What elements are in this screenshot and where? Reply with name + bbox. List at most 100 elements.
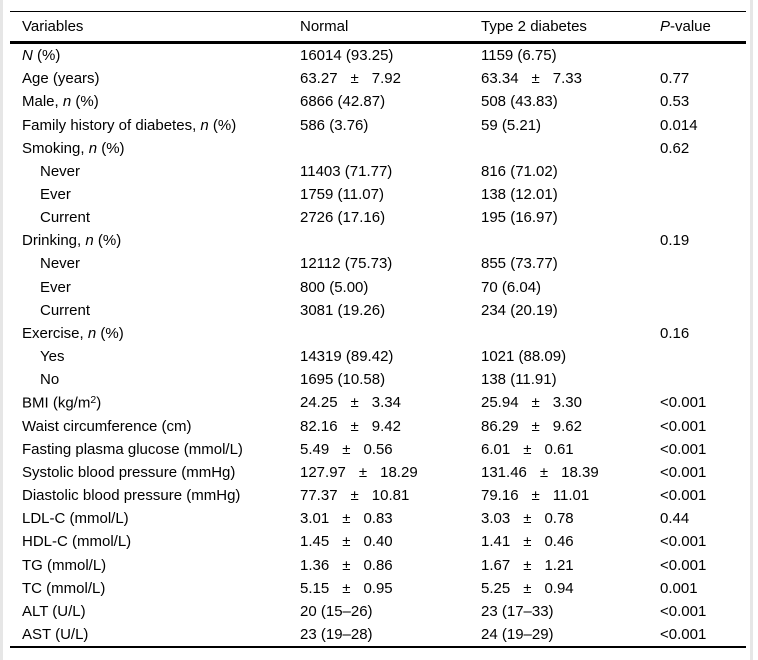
normal-value-cell: 800 (5.00) (300, 278, 369, 296)
variable-cell: AST (U/L) (22, 625, 89, 643)
table-row: Current 3081 (19.26) 234 (20.19) (10, 299, 746, 322)
plus-minus-sign: ± (523, 440, 532, 458)
table-row: Drinking, n (%) 0.19 (10, 229, 746, 252)
table-row: Exercise, n (%) 0.16 (10, 322, 746, 345)
table-row: Family history of diabetes, n (%) 586 (3.… (10, 113, 746, 136)
table-row: Age (years) 63.27 ±7.92 63.34 ±7.33 0.77 (10, 67, 746, 90)
column-header-variables: Variables (22, 18, 84, 35)
pvalue-cell: <0.001 (660, 417, 707, 435)
table-header-row: Variables Normal Type 2 diabetes P-value (10, 12, 746, 44)
normal-value-cell: 1.45 ±0.40 (300, 533, 393, 551)
normal-value-cell: 14319 (89.42) (300, 348, 394, 366)
variable-cell: Exercise, n (%) (22, 324, 124, 342)
table-row: Fasting plasma glucose (mmol/L) 5.49 ±0.56… (10, 438, 746, 461)
normal-value-cell: 3.01 ±0.83 (300, 510, 393, 528)
plus-minus-sign: ± (350, 487, 359, 505)
table-row: Systolic blood pressure (mmHg) 127.97 ±18.… (10, 461, 746, 484)
normal-value-cell: 23 (19–28) (300, 625, 373, 643)
normal-value-cell: 12112 (75.73) (300, 255, 393, 273)
type2-diabetes-value-cell: 855 (73.77) (481, 255, 558, 273)
pvalue-cell: 0.44 (660, 510, 690, 528)
variable-cell: Yes (40, 348, 65, 366)
variable-cell: Drinking, n (%) (22, 232, 122, 250)
type2-diabetes-value-cell: 816 (71.02) (481, 162, 558, 180)
variable-cell: Ever (40, 186, 71, 204)
pvalue-cell: <0.001 (660, 487, 707, 505)
table-row: TG (mmol/L) 1.36 ±0.86 1.67 ±1.21 <0.001 (10, 553, 746, 576)
plus-minus-sign: ± (523, 510, 532, 528)
table-row: Male, n (%) 6866 (42.87) 508 (43.83) 0.53 (10, 90, 746, 113)
table-row: Ever 800 (5.00) 70 (6.04) (10, 276, 746, 299)
pvalue-cell: 0.19 (660, 232, 690, 250)
variable-cell: Smoking, n (%) (22, 139, 125, 157)
type2-diabetes-value-cell: 86.29 ±9.62 (481, 417, 582, 435)
variable-cell: Male, n (%) (22, 93, 99, 111)
table-row: Never 12112 (75.73) 855 (73.77) (10, 252, 746, 275)
variable-cell: BMI (kg/m2) (22, 394, 102, 412)
pvalue-cell: <0.001 (660, 440, 707, 458)
type2-diabetes-value-cell: 5.25 ±0.94 (481, 579, 574, 597)
pvalue-cell: <0.001 (660, 463, 707, 481)
normal-value-cell: 5.49 ±0.56 (300, 440, 393, 458)
variable-cell: Waist circumference (cm) (22, 417, 192, 435)
variable-cell: LDL-C (mmol/L) (22, 510, 129, 528)
variable-cell: Fasting plasma glucose (mmol/L) (22, 440, 243, 458)
variable-cell: Ever (40, 278, 71, 296)
normal-value-cell: 24.25 ±3.34 (300, 394, 401, 412)
type2-diabetes-value-cell: 70 (6.04) (481, 278, 542, 296)
plus-minus-sign: ± (531, 394, 540, 412)
type2-diabetes-value-cell: 1.41 ±0.46 (481, 533, 574, 551)
type2-diabetes-value-cell: 195 (16.97) (481, 209, 558, 227)
type2-diabetes-value-cell: 59 (5.21) (481, 116, 542, 134)
type2-diabetes-value-cell: 79.16 ±11.01 (481, 487, 590, 505)
pvalue-cell: <0.001 (660, 625, 707, 643)
type2-diabetes-value-cell: 131.46 ±18.39 (481, 463, 599, 481)
table-row: HDL-C (mmol/L) 1.45 ±0.40 1.41 ±0.46 <0.001 (10, 530, 746, 553)
variable-cell: No (40, 371, 60, 389)
plus-minus-sign: ± (342, 533, 351, 551)
type2-diabetes-value-cell: 24 (19–29) (481, 625, 554, 643)
table-row: AST (U/L) 23 (19–28) 24 (19–29) <0.001 (10, 623, 746, 646)
plus-minus-sign: ± (523, 556, 532, 574)
variable-cell: Current (40, 301, 91, 319)
table-row: No 1695 (10.58) 138 (11.91) (10, 368, 746, 391)
normal-value-cell: 20 (15–26) (300, 602, 373, 620)
variable-cell: Systolic blood pressure (mmHg) (22, 463, 236, 481)
type2-diabetes-value-cell: 3.03 ±0.78 (481, 510, 574, 528)
type2-diabetes-value-cell: 23 (17–33) (481, 602, 554, 620)
pvalue-cell: <0.001 (660, 556, 707, 574)
pvalue-cell: 0.77 (660, 70, 690, 88)
normal-value-cell: 82.16 ±9.42 (300, 417, 401, 435)
pvalue-cell: 0.53 (660, 93, 690, 111)
normal-value-cell: 3081 (19.26) (300, 301, 386, 319)
variable-cell: Family history of diabetes, n (%) (22, 116, 237, 134)
table-row: Diastolic blood pressure (mmHg) 77.37 ±10.… (10, 484, 746, 507)
table-row: Ever 1759 (11.07) 138 (12.01) (10, 183, 746, 206)
table-row: N (%) 16014 (93.25) 1159 (6.75) (10, 44, 746, 67)
column-header-pvalue: P-value (660, 18, 711, 35)
plus-minus-sign: ± (523, 533, 532, 551)
page-edge-right-shade (750, 0, 753, 660)
normal-value-cell: 1759 (11.07) (300, 186, 384, 204)
variable-cell: Never (40, 162, 81, 180)
column-header-normal: Normal (300, 18, 349, 35)
normal-value-cell: 63.27 ±7.92 (300, 70, 401, 88)
baseline-characteristics-table: Variables Normal Type 2 diabetes P-value N … (10, 11, 746, 649)
type2-diabetes-value-cell: 1.67 ±1.21 (481, 556, 574, 574)
pvalue-cell: <0.001 (660, 602, 707, 620)
plus-minus-sign: ± (350, 417, 359, 435)
pvalue-cell: 0.001 (660, 579, 698, 597)
table-row: LDL-C (mmol/L) 3.01 ±0.83 3.03 ±0.78 0.44 (10, 507, 746, 530)
table-row: BMI (kg/m2) 24.25 ±3.34 25.94 ±3.30 <0.001 (10, 391, 746, 414)
normal-value-cell: 77.37 ±10.81 (300, 487, 410, 505)
normal-value-cell: 127.97 ±18.29 (300, 463, 418, 481)
type2-diabetes-value-cell: 25.94 ±3.30 (481, 394, 582, 412)
type2-diabetes-value-cell: 63.34 ±7.33 (481, 70, 582, 88)
variable-cell: TG (mmol/L) (22, 556, 107, 574)
variable-cell: TC (mmol/L) (22, 579, 106, 597)
plus-minus-sign: ± (342, 556, 351, 574)
type2-diabetes-value-cell: 138 (12.01) (481, 186, 558, 204)
plus-minus-sign: ± (342, 510, 351, 528)
table-row: Waist circumference (cm) 82.16 ±9.42 86.29 ±… (10, 415, 746, 438)
